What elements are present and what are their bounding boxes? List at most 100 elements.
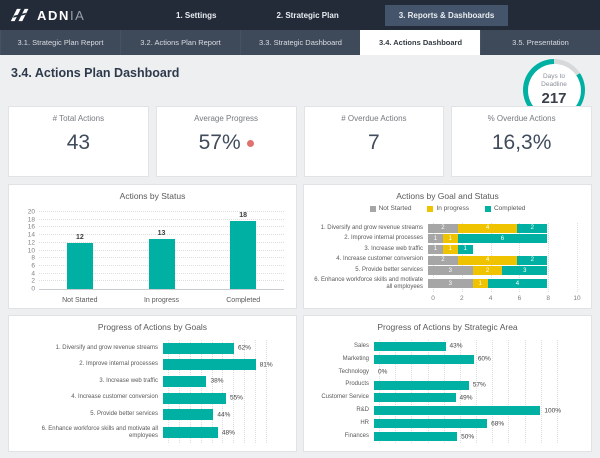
- gridline: [39, 234, 284, 236]
- gridline: [39, 218, 284, 220]
- bar-value-label: 81%: [259, 361, 273, 369]
- kpi-value-text: 7: [368, 131, 380, 154]
- bar: [66, 242, 93, 289]
- kpi-title: # Total Actions: [52, 114, 105, 123]
- bar-value-label: 48%: [221, 429, 235, 437]
- bar-group-in-progress: 13: [121, 212, 203, 289]
- legend-label: Completed: [493, 205, 526, 212]
- bar-value-label: 38%: [210, 377, 224, 385]
- plot-area: Sales 43% Marketing 60% Technology 0% Products…: [310, 340, 561, 443]
- segment-not-started: 3: [428, 279, 473, 289]
- gridline: [548, 223, 550, 292]
- segment-not-started: 1: [428, 244, 443, 254]
- bar-value-label: 44%: [217, 411, 231, 419]
- bar: [374, 354, 474, 364]
- bar-row-products: Products 57%: [310, 380, 557, 390]
- tab-3-1-strategic-plan-report[interactable]: 3.1. Strategic Plan Report: [0, 30, 120, 55]
- bar: [163, 427, 218, 439]
- gridline: [255, 340, 257, 443]
- bar-value-label: 55%: [229, 394, 243, 402]
- chart-title-actions-by-goal-and-status: Actions by Goal and Status: [396, 191, 499, 201]
- tab-3-2-actions-plan-report[interactable]: 3.2. Actions Plan Report: [120, 30, 240, 55]
- chart-title-progress-by-goals: Progress of Actions by Goals: [97, 322, 208, 332]
- segment-completed: 3: [502, 266, 548, 276]
- bar-track: 50%: [374, 432, 557, 442]
- segment-completed: 1: [457, 244, 473, 254]
- category-label: 4. Increase customer conversion: [71, 394, 158, 401]
- bar-track: 48%: [163, 427, 266, 439]
- category-label: Products: [345, 381, 369, 388]
- gridline: [524, 340, 526, 443]
- stacked-row-1-diversify-and-grow-revenue-s: 1. Diversify and grow revenue streams 2 4 2: [310, 223, 577, 233]
- bar-row-sales: Sales 43%: [310, 341, 557, 351]
- segment-completed: 2: [517, 223, 548, 233]
- gridline: [211, 340, 213, 443]
- x-axis-tick: In progress: [143, 297, 180, 304]
- bar-series: 12 13 18: [39, 212, 284, 289]
- gridline: [189, 340, 191, 443]
- bar: [374, 393, 456, 403]
- legend-item-not-started: Not Started: [369, 205, 411, 212]
- bar-row-customer-service: Customer Service 49%: [310, 393, 557, 403]
- kpi-value: 16,3%: [492, 131, 552, 155]
- menu-item-1-settings[interactable]: 1. Settings: [176, 10, 217, 20]
- bar-value-label: 57%: [472, 381, 486, 389]
- chart-title-progress-by-strategic-area: Progress of Actions by Strategic Area: [377, 322, 518, 332]
- panel-progress-by-goals: Progress of Actions by Goals 1. Diversif…: [8, 315, 297, 452]
- bar-track: 55%: [163, 392, 266, 404]
- legend-swatch-icon: [484, 205, 491, 212]
- adnia-logo: ADNIA: [10, 0, 85, 30]
- kpi-value: 57%: [199, 131, 254, 155]
- bar: [163, 392, 226, 404]
- tab-bar: 3.1. Strategic Plan Report 3.2. Actions P…: [0, 30, 600, 55]
- panel-actions-by-goal-and-status: Actions by Goal and Status Not Started In…: [303, 184, 592, 309]
- category-label: 5. Provide better services: [355, 267, 423, 274]
- kpi-value: 7: [368, 131, 380, 155]
- bar: [163, 409, 214, 421]
- tab-3-4-actions-dashboard[interactable]: 3.4. Actions Dashboard: [360, 30, 480, 55]
- tab-3-3-strategic-dashboard[interactable]: 3.3. Strategic Dashboard: [240, 30, 360, 55]
- gridline: [168, 340, 169, 443]
- bar-row-2-improve-internal-processes: 2. Improve internal processes 81%: [15, 359, 273, 371]
- days-to-deadline-value: 217: [541, 90, 567, 108]
- status-dot-icon: [246, 139, 254, 147]
- category-label: Finances: [344, 432, 369, 439]
- gridlines: [379, 340, 558, 443]
- days-to-deadline-label: Days to Deadline: [541, 72, 567, 88]
- bar-value-label: 50%: [461, 433, 475, 441]
- category-label: 5. Provide better services: [90, 411, 158, 418]
- bar-track: 68%: [374, 419, 557, 429]
- bar-row-3-increase-web-traffic: 3. Increase web traffic 38%: [15, 375, 266, 387]
- gridline: [39, 211, 284, 212]
- segment-completed: 2: [517, 255, 548, 265]
- legend-label: In progress: [436, 205, 469, 212]
- bar: [163, 342, 234, 354]
- bar-track: 43%: [374, 341, 557, 351]
- bar-value-label: 68%: [491, 420, 505, 428]
- tab-3-5-presentation[interactable]: 3.5. Presentation: [480, 30, 600, 55]
- gridline: [427, 340, 429, 443]
- gridline: [266, 340, 267, 443]
- bar-row-1-diversify-and-grow-revenue-s: 1. Diversify and grow revenue streams 62%: [15, 342, 266, 354]
- menu-item-3-reports-dashboards[interactable]: 3. Reports & Dashboards: [384, 4, 509, 26]
- bar-row-hr: HR 68%: [310, 419, 557, 429]
- menu-item-2-strategic-plan[interactable]: 2. Strategic Plan: [276, 10, 339, 20]
- bar-value-label: 0%: [378, 368, 388, 376]
- plot-area: 1. Diversify and grow revenue streams 62%…: [15, 340, 273, 443]
- stacked-row-2-improve-internal-processes: 2. Improve internal processes 1 1 6: [310, 234, 577, 244]
- x-axis-tick: 2: [459, 295, 464, 302]
- y-axis-tick: 4: [31, 270, 35, 278]
- category-label: 4. Increase customer conversion: [336, 256, 423, 263]
- gridline: [476, 340, 478, 443]
- bar-row-4-increase-customer-conversion: 4. Increase customer conversion 55%: [15, 392, 266, 404]
- gridline: [459, 340, 461, 443]
- bar-track: 0%: [374, 368, 557, 377]
- plot-area: 0 2 4 6 8 10 12 14 16 18 20 12 13 18: [28, 209, 284, 293]
- bar-value-label: 18: [239, 212, 248, 219]
- kpi-title: # Overdue Actions: [341, 114, 407, 123]
- top-menu-bar: ADNIA 1. Settings 2. Strategic Plan 3. Rep…: [0, 0, 600, 30]
- bar-row-finances: Finances 50%: [310, 432, 557, 442]
